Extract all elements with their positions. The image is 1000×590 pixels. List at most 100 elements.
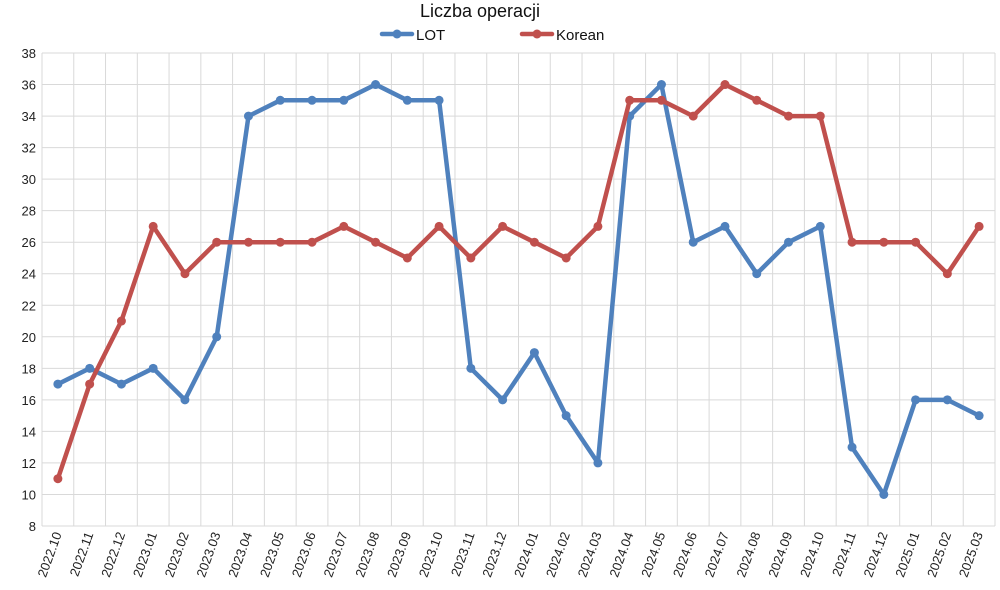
x-tick-label: 2023.06 — [289, 530, 319, 579]
data-point-lot — [942, 395, 952, 405]
data-point-lot — [784, 237, 794, 247]
data-point-korean — [847, 237, 857, 247]
data-point-korean — [371, 237, 381, 247]
data-point-korean — [212, 237, 222, 247]
y-tick-label: 10 — [22, 487, 36, 502]
x-tick-label: 2023.08 — [352, 530, 382, 579]
data-point-korean — [656, 95, 666, 105]
x-tick-label: 2024.05 — [638, 530, 668, 579]
y-axis-ticks: 8 10 12 14 16 18 20 22 24 26 28 30 32 34 36 38 — [22, 46, 36, 534]
y-tick-label: 26 — [22, 235, 36, 250]
grid-lines — [41, 52, 996, 527]
x-tick-label: 2023.04 — [225, 530, 255, 579]
x-tick-label: 2025.01 — [892, 530, 922, 579]
data-point-korean — [942, 269, 952, 279]
data-point-lot — [434, 95, 444, 105]
y-tick-label: 30 — [22, 172, 36, 187]
data-point-korean — [498, 221, 508, 231]
x-tick-label: 2023.11 — [448, 530, 478, 578]
data-point-korean — [402, 253, 412, 263]
legend-marker-korean — [532, 29, 542, 39]
y-tick-label: 34 — [22, 109, 36, 124]
data-point-korean — [307, 237, 317, 247]
data-point-korean — [53, 474, 63, 484]
series-layer — [53, 80, 984, 499]
y-tick-label: 38 — [22, 46, 36, 61]
data-point-korean — [148, 221, 158, 231]
data-point-korean — [688, 111, 698, 121]
data-point-korean — [275, 237, 285, 247]
data-point-korean — [815, 111, 825, 121]
data-point-lot — [847, 442, 857, 452]
data-point-lot — [974, 411, 984, 421]
data-point-lot — [529, 348, 539, 358]
y-tick-label: 32 — [22, 141, 36, 156]
data-point-korean — [720, 80, 730, 90]
data-point-lot — [53, 379, 63, 389]
data-point-lot — [498, 395, 508, 405]
data-point-lot — [339, 95, 349, 105]
data-point-lot — [275, 95, 285, 105]
y-tick-label: 20 — [22, 330, 36, 345]
data-point-lot — [752, 269, 762, 279]
data-point-lot — [561, 411, 571, 421]
y-tick-label: 18 — [22, 361, 36, 376]
data-point-korean — [434, 221, 444, 231]
x-tick-label: 2024.10 — [797, 530, 827, 579]
data-point-korean — [625, 95, 635, 105]
x-tick-label: 2024.01 — [511, 530, 541, 579]
y-tick-label: 22 — [22, 298, 36, 313]
y-tick-label: 12 — [22, 456, 36, 471]
data-point-lot — [371, 80, 381, 90]
x-tick-label: 2024.07 — [702, 530, 732, 579]
legend-marker-lot — [392, 29, 402, 39]
legend-label-lot: LOT — [416, 27, 445, 44]
y-tick-label: 16 — [22, 393, 36, 408]
data-point-lot — [85, 363, 95, 373]
data-point-korean — [593, 221, 603, 231]
y-tick-label: 14 — [22, 424, 36, 439]
x-tick-label: 2024.08 — [733, 530, 763, 579]
chart-title: Liczba operacji — [420, 1, 540, 21]
x-tick-label: 2025.03 — [956, 530, 986, 579]
x-tick-label: 2022.10 — [35, 530, 65, 579]
x-tick-label: 2022.12 — [98, 530, 128, 579]
x-tick-label: 2022.11 — [67, 530, 97, 578]
data-point-lot — [180, 395, 190, 405]
data-point-korean — [561, 253, 571, 263]
data-point-lot — [688, 237, 698, 247]
data-point-lot — [656, 80, 666, 90]
x-axis-ticks: 2022.10 2022.11 2022.12 2023.01 2023.02 2023.… — [35, 530, 986, 579]
x-tick-label: 2024.03 — [575, 530, 605, 579]
data-point-lot — [466, 363, 476, 373]
data-point-korean — [466, 253, 476, 263]
x-tick-label: 2024.02 — [543, 530, 573, 579]
x-tick-label: 2023.12 — [479, 530, 509, 579]
x-tick-label: 2024.06 — [670, 530, 700, 579]
y-tick-label: 8 — [29, 519, 36, 534]
x-tick-label: 2023.07 — [320, 530, 350, 579]
x-tick-label: 2024.04 — [606, 530, 636, 579]
x-tick-label: 2023.10 — [416, 530, 446, 579]
data-point-korean — [243, 237, 253, 247]
x-tick-label: 2023.02 — [162, 530, 192, 579]
x-tick-label: 2024.12 — [860, 530, 890, 579]
legend-label-korean: Korean — [556, 27, 604, 44]
legend: LOT Korean — [379, 27, 604, 44]
data-point-korean — [180, 269, 190, 279]
data-point-korean — [879, 237, 889, 247]
data-point-lot — [815, 221, 825, 231]
series-line-lot — [55, 82, 982, 497]
data-point-korean — [529, 237, 539, 247]
x-tick-label: 2024.11 — [829, 530, 859, 578]
data-point-korean — [85, 379, 95, 389]
y-tick-label: 28 — [22, 204, 36, 219]
x-tick-label: 2025.02 — [924, 530, 954, 579]
data-point-korean — [784, 111, 794, 121]
data-point-lot — [116, 379, 126, 389]
data-point-lot — [720, 221, 730, 231]
x-tick-label: 2023.03 — [193, 530, 223, 579]
data-point-lot — [911, 395, 921, 405]
data-point-korean — [339, 221, 349, 231]
data-point-lot — [879, 489, 889, 499]
